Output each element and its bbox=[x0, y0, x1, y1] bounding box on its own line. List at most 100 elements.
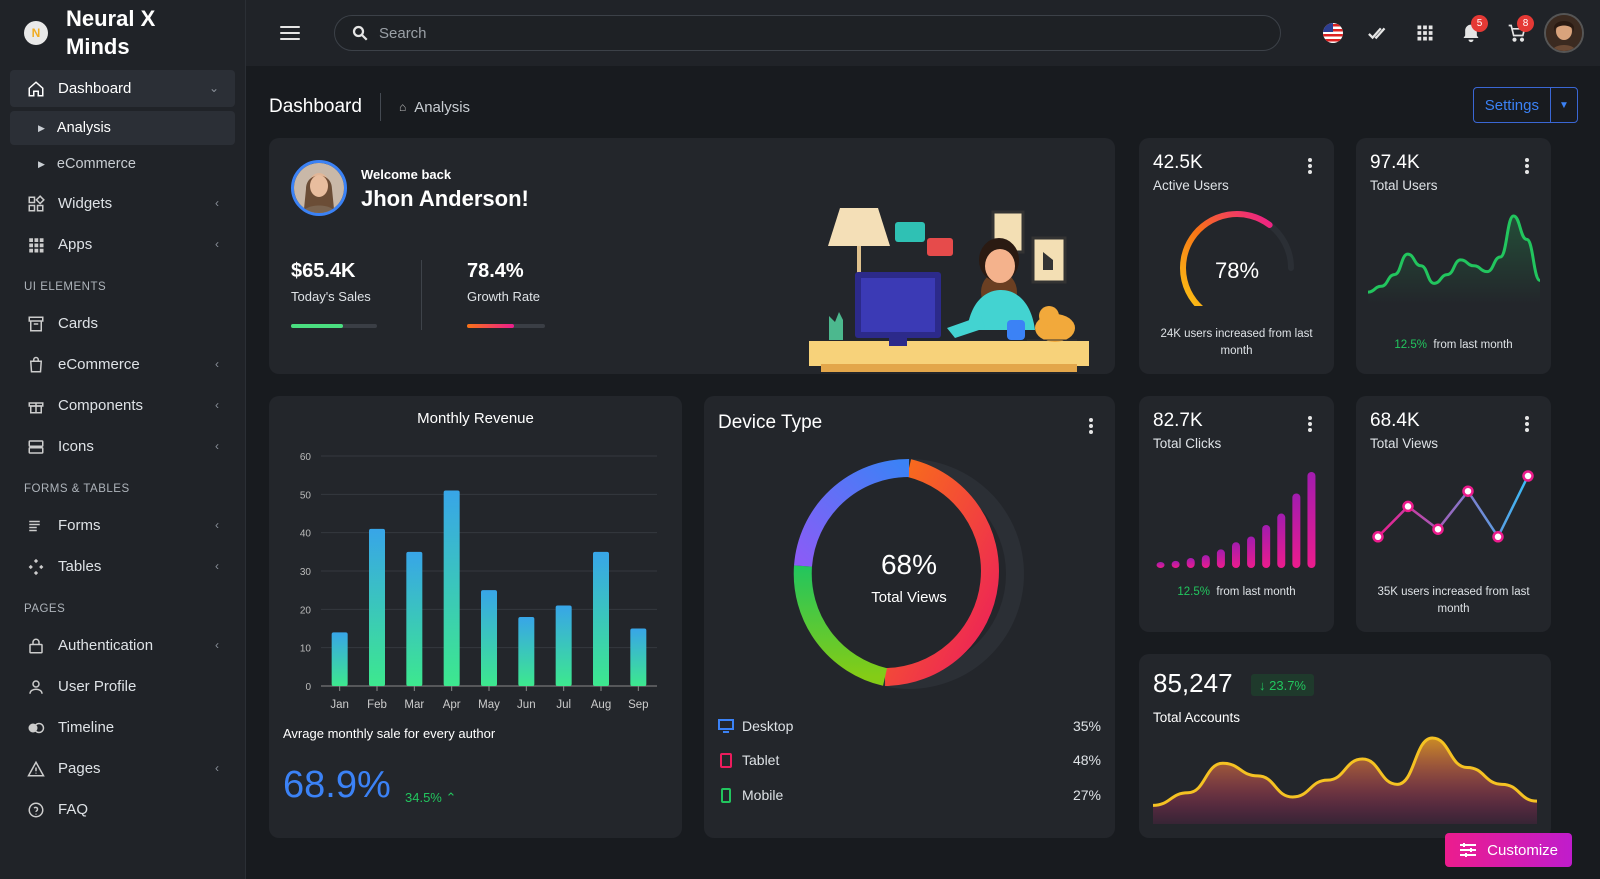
sidebar-item-tables[interactable]: Tables ‹ bbox=[10, 548, 235, 585]
sidebar-item-faq[interactable]: FAQ bbox=[10, 791, 235, 828]
sidebar-item-label: Components bbox=[58, 397, 144, 414]
user-avatar[interactable] bbox=[1544, 13, 1584, 53]
archive-icon bbox=[26, 314, 46, 334]
total-clicks-card: 82.7K Total Clicks 12.5% from last month bbox=[1139, 396, 1334, 632]
settings-button[interactable]: Settings bbox=[1474, 88, 1551, 122]
apps-grid-icon bbox=[26, 235, 46, 255]
y-tick-label: 30 bbox=[300, 567, 312, 578]
chevron-left-icon: ‹ bbox=[215, 237, 219, 251]
growth-rate-label: Growth Rate bbox=[467, 289, 540, 304]
customize-button[interactable]: Customize bbox=[1445, 833, 1572, 867]
y-tick-label: 0 bbox=[305, 682, 311, 693]
sidebar-item-dashboard[interactable]: Dashboard ⌄ bbox=[10, 70, 235, 107]
total-accounts-area bbox=[1153, 736, 1537, 824]
more-options-icon[interactable] bbox=[1525, 416, 1529, 432]
sidebar-sub-analysis[interactable]: ▶ Analysis bbox=[10, 111, 235, 145]
views-line bbox=[1377, 475, 1530, 540]
arrow-down-icon: ↓ bbox=[1259, 677, 1270, 693]
arrow-up-icon: ⌃ bbox=[445, 790, 457, 805]
sidebar-item-timeline[interactable]: Timeline bbox=[10, 709, 235, 746]
widgets-icon bbox=[26, 194, 46, 214]
diamond-grid-icon bbox=[26, 557, 46, 577]
lock-icon bbox=[26, 636, 46, 656]
revenue-change: 34.5% ⌃ bbox=[405, 790, 456, 806]
menu-toggle-icon[interactable] bbox=[280, 26, 300, 40]
cart-button[interactable]: 8 bbox=[1494, 10, 1540, 56]
apps-grid-icon[interactable] bbox=[1402, 10, 1448, 56]
sidebar-item-icons[interactable]: Icons ‹ bbox=[10, 428, 235, 465]
tablet-icon bbox=[718, 752, 734, 768]
sidebar-item-cards[interactable]: Cards bbox=[10, 305, 235, 342]
notifications-button[interactable]: 5 bbox=[1448, 10, 1494, 56]
search-input[interactable] bbox=[379, 24, 1179, 42]
donut-segment-mobile bbox=[793, 565, 888, 686]
legend-label: Mobile bbox=[742, 787, 784, 803]
legend-desktop: Desktop 35% bbox=[718, 716, 1101, 736]
sidebar-item-widgets[interactable]: Widgets ‹ bbox=[10, 185, 235, 222]
brand-name: Neural X Minds bbox=[66, 6, 156, 59]
legend-mobile: Mobile 27% bbox=[718, 785, 1101, 805]
active-users-card: 42.5K Active Users 78% 24K users increas… bbox=[1139, 138, 1334, 374]
device-type-donut: 68% Total Views bbox=[793, 458, 1024, 689]
monthly-revenue-chart: 0 10 20 30 40 50 60 Jan Feb Mar Apr May Jun Jul Aug Sep bbox=[300, 452, 657, 711]
more-options-icon[interactable] bbox=[1089, 418, 1093, 434]
total-accounts-label: Total Accounts bbox=[1153, 710, 1241, 725]
total-users-change-note: from last month bbox=[1433, 339, 1513, 351]
todays-sales-value: $65.4K bbox=[291, 260, 356, 282]
settings-dropdown-toggle[interactable]: ▼ bbox=[1559, 99, 1569, 111]
y-tick-label: 60 bbox=[300, 452, 312, 463]
more-options-icon[interactable] bbox=[1525, 158, 1529, 174]
welcome-avatar bbox=[291, 160, 347, 216]
total-views-line bbox=[1372, 470, 1534, 543]
legend-value: 27% bbox=[1072, 787, 1101, 803]
home-icon[interactable]: ⌂ bbox=[398, 100, 407, 114]
sidebar-item-label: Authentication bbox=[58, 637, 154, 654]
revenue-bar bbox=[443, 490, 460, 686]
more-options-icon[interactable] bbox=[1308, 158, 1312, 174]
sidebar: N Neural X Minds Dashboard ⌄ ▶ Analysis ▶… bbox=[0, 0, 246, 879]
sidebar-item-label: Pages bbox=[58, 760, 101, 777]
more-options-icon[interactable] bbox=[1308, 416, 1312, 432]
sidebar-item-authentication[interactable]: Authentication ‹ bbox=[10, 627, 235, 664]
sidebar-item-ecommerce[interactable]: eCommerce ‹ bbox=[10, 346, 235, 383]
sidebar-sub-ecommerce[interactable]: ▶ eCommerce bbox=[10, 147, 235, 181]
sidebar-item-label: eCommerce bbox=[58, 356, 140, 373]
device-type-card: Device Type 68% Total Views Desktop 35% … bbox=[704, 396, 1115, 838]
search-box bbox=[334, 15, 1281, 51]
total-clicks-change-value: 12.5% bbox=[1177, 586, 1210, 598]
sparkline-area bbox=[1368, 216, 1540, 304]
cart-count-badge: 8 bbox=[1517, 15, 1534, 32]
language-flag-icon[interactable] bbox=[1310, 10, 1356, 56]
sidebar-item-components[interactable]: Components ‹ bbox=[10, 387, 235, 424]
sidebar-item-user-profile[interactable]: User Profile bbox=[10, 668, 235, 705]
clicks-bar bbox=[1216, 549, 1225, 568]
x-tick-label: Jul bbox=[556, 699, 571, 711]
revenue-bar bbox=[331, 632, 348, 686]
revenue-footer-text: Avrage monthly sale for every author bbox=[283, 726, 496, 741]
notification-count-badge: 5 bbox=[1471, 15, 1488, 32]
gift-box-icon bbox=[26, 396, 46, 416]
sidebar-item-forms[interactable]: Forms ‹ bbox=[10, 507, 235, 544]
total-users-change: 12.5% from last month bbox=[1356, 337, 1551, 354]
monthly-revenue-card: Monthly Revenue 0 10 20 30 40 50 60 Jan Feb Mar Ap… bbox=[269, 396, 682, 838]
legend-tablet: Tablet 48% bbox=[718, 750, 1101, 770]
user-icon bbox=[26, 677, 46, 697]
brand[interactable]: N Neural X Minds bbox=[0, 0, 245, 66]
device-type-title: Device Type bbox=[718, 412, 823, 433]
y-tick-label: 50 bbox=[300, 490, 312, 501]
x-tick-label: Jan bbox=[330, 699, 349, 711]
total-views-value: 68.4K bbox=[1370, 410, 1420, 431]
chevron-left-icon: ‹ bbox=[215, 398, 219, 412]
double-check-icon[interactable] bbox=[1356, 10, 1402, 56]
sidebar-item-label: Tables bbox=[58, 558, 102, 575]
warning-icon bbox=[26, 759, 46, 779]
search-icon bbox=[352, 25, 368, 41]
sidebar-item-apps[interactable]: Apps ‹ bbox=[10, 226, 235, 263]
sidebar-item-pages[interactable]: Pages ‹ bbox=[10, 750, 235, 787]
sidebar-item-label: Icons bbox=[58, 438, 94, 455]
total-clicks-value: 82.7K bbox=[1153, 410, 1203, 431]
total-users-card: 97.4K Total Users 12.5% from last month bbox=[1356, 138, 1551, 374]
welcome-card: Welcome back Jhon Anderson! $65.4K Today… bbox=[269, 138, 1115, 374]
total-users-change-value: 12.5% bbox=[1394, 339, 1427, 351]
donut-center-label: Total Views bbox=[871, 589, 947, 606]
